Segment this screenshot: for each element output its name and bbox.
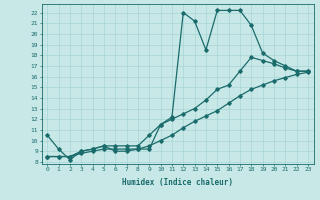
X-axis label: Humidex (Indice chaleur): Humidex (Indice chaleur) [122,178,233,187]
